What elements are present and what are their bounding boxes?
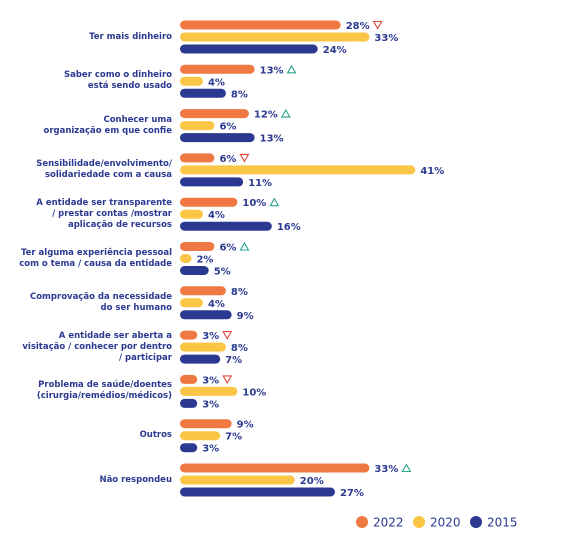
bar xyxy=(180,76,203,86)
category-label: Comprovação da necessidade do ser humano xyxy=(29,291,172,313)
bar xyxy=(180,374,198,384)
value-label: 7% xyxy=(225,355,242,366)
trend-down xyxy=(222,331,233,340)
bar xyxy=(180,419,232,429)
bar xyxy=(180,431,221,441)
bar xyxy=(180,221,272,231)
value-label: 4% xyxy=(208,299,225,310)
legend-swatch xyxy=(413,516,425,528)
bar xyxy=(180,443,198,453)
bar xyxy=(180,153,215,163)
bar xyxy=(180,310,232,320)
category-label: Sensibilidade/envolvimento/ solidariedad… xyxy=(36,158,172,180)
value-label: 9% xyxy=(237,420,254,431)
trend-down xyxy=(222,375,233,385)
bar xyxy=(180,197,238,207)
value-label: 2% xyxy=(196,255,213,266)
category-label: A entidade ser aberta a visitação / conh… xyxy=(22,330,172,363)
legend-swatch xyxy=(470,516,482,528)
bar xyxy=(180,266,209,275)
bar xyxy=(180,342,226,352)
category-label: Conhecer uma organização em que confie xyxy=(43,114,172,136)
bar xyxy=(180,330,198,340)
value-label: 3% xyxy=(202,444,219,455)
bar xyxy=(180,254,192,263)
value-label: 4% xyxy=(208,210,225,221)
value-label: 6% xyxy=(219,122,236,133)
bar xyxy=(180,286,226,296)
bar xyxy=(180,463,370,473)
category-label: Ter alguma experiência pessoal com o tem… xyxy=(19,247,172,269)
value-label: 8% xyxy=(231,287,248,298)
category-label: Outros xyxy=(139,430,172,441)
bar xyxy=(180,298,203,308)
value-label: 33% xyxy=(374,464,398,475)
bar xyxy=(180,386,238,396)
value-label: 6% xyxy=(219,243,236,254)
value-label: 16% xyxy=(277,222,301,233)
value-label: 10% xyxy=(242,198,266,209)
legend-label: 2022 xyxy=(373,516,404,530)
bar xyxy=(180,20,341,30)
trend-down xyxy=(239,153,250,163)
category-label: Problema de saúde/doentes (cirurgia/remé… xyxy=(36,380,172,402)
category-label: Saber como o dinheiro está sendo usado xyxy=(63,70,172,92)
trend-up xyxy=(286,64,297,74)
value-label: 41% xyxy=(420,166,444,177)
value-label: 24% xyxy=(323,45,347,56)
value-label: 3% xyxy=(202,375,219,386)
value-label: 13% xyxy=(260,65,284,76)
category-label: A entidade ser transparente / prestar co… xyxy=(36,197,172,230)
value-label: 3% xyxy=(202,399,219,410)
value-label: 8% xyxy=(231,89,248,100)
trend-down xyxy=(372,20,383,30)
value-label: 4% xyxy=(208,77,225,88)
value-label: 20% xyxy=(300,476,324,487)
trend-up xyxy=(401,463,412,473)
legend-label: 2015 xyxy=(487,516,518,530)
bar xyxy=(180,242,215,251)
bar xyxy=(180,165,416,175)
value-label: 12% xyxy=(254,110,278,121)
bar xyxy=(180,88,226,98)
bar xyxy=(180,109,249,119)
trend-up xyxy=(269,197,280,207)
bar xyxy=(180,44,318,54)
value-label: 10% xyxy=(242,387,266,398)
value-label: 6% xyxy=(219,154,236,165)
value-label: 5% xyxy=(214,267,231,278)
value-label: 8% xyxy=(231,343,248,354)
value-label: 3% xyxy=(202,331,219,342)
bar xyxy=(180,121,215,131)
value-label: 9% xyxy=(237,311,254,322)
bar xyxy=(180,32,370,42)
bar xyxy=(180,475,295,485)
legend-label: 2020 xyxy=(430,516,461,530)
category-label: Não respondeu xyxy=(99,474,172,485)
trend-up xyxy=(280,108,291,118)
bar xyxy=(180,133,255,143)
value-label: 11% xyxy=(248,178,272,189)
legend-swatch xyxy=(356,516,368,528)
category-label: Ter mais dinheiro xyxy=(89,31,172,42)
bar xyxy=(180,209,203,219)
value-label: 28% xyxy=(346,21,370,32)
bar xyxy=(180,354,221,364)
value-label: 13% xyxy=(260,134,284,145)
value-label: 33% xyxy=(374,33,398,44)
trend-up xyxy=(239,241,250,251)
value-label: 27% xyxy=(340,488,364,499)
bar xyxy=(180,398,198,408)
bar xyxy=(180,487,335,497)
bar xyxy=(180,177,244,187)
bar xyxy=(180,64,255,74)
value-label: 7% xyxy=(225,432,242,443)
